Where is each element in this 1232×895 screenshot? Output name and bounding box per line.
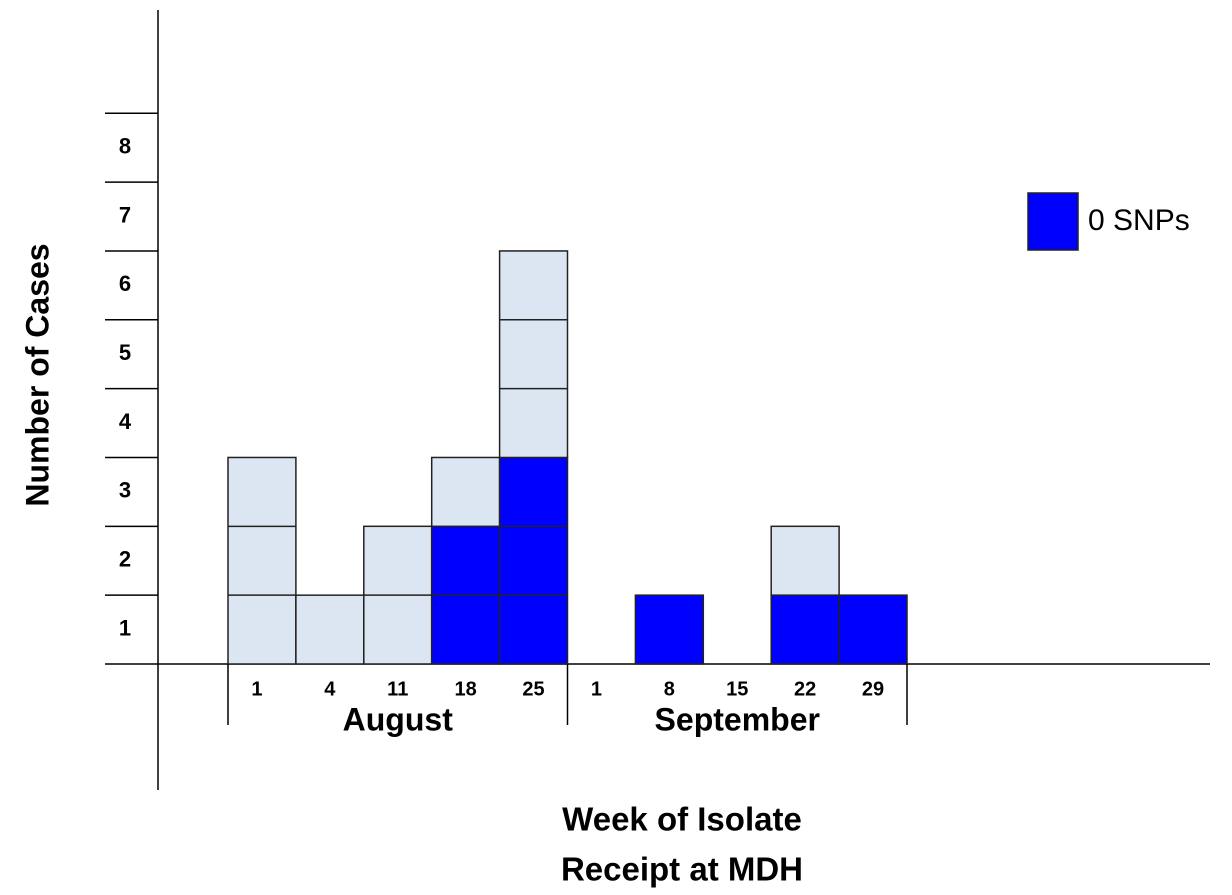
group-label: August xyxy=(343,701,454,737)
bar-segment xyxy=(227,456,297,665)
x-tick-label: 29 xyxy=(862,678,884,700)
x-tick-label: 8 xyxy=(664,678,675,700)
x-axis-title: Receipt at MDH xyxy=(561,851,803,888)
x-tick-label: 4 xyxy=(324,678,336,700)
bar-segment xyxy=(634,594,705,665)
x-tick-label: 1 xyxy=(591,678,602,700)
y-tick-label: 1 xyxy=(119,615,131,640)
x-tick-label: 22 xyxy=(794,678,816,700)
bar-segment xyxy=(770,525,840,596)
bar-segment xyxy=(770,594,840,665)
x-tick-label: 15 xyxy=(726,678,748,700)
bar-segment xyxy=(430,456,501,528)
x-tick-label: 1 xyxy=(251,678,262,700)
bar-segment xyxy=(838,594,908,665)
y-tick-label: 3 xyxy=(119,478,131,503)
bar-segment xyxy=(498,456,569,665)
legend-swatch xyxy=(1027,192,1079,251)
y-tick-label: 4 xyxy=(119,409,132,434)
y-axis-title: Number of Cases xyxy=(19,243,55,506)
x-tick-label: 18 xyxy=(455,678,477,700)
group-label: September xyxy=(655,701,820,737)
y-tick-label: 7 xyxy=(119,202,131,227)
y-tick-label: 2 xyxy=(119,547,131,572)
x-tick-label: 11 xyxy=(387,678,408,700)
bar-segment xyxy=(295,594,365,665)
y-tick-label: 6 xyxy=(119,271,131,296)
y-tick-label: 5 xyxy=(119,340,131,365)
x-axis-title: Week of Isolate xyxy=(562,801,802,838)
y-tick-label: 8 xyxy=(119,133,131,158)
bar-segment xyxy=(498,250,569,459)
legend-label: 0 SNPs xyxy=(1088,204,1190,237)
x-tick-label: 25 xyxy=(522,678,544,700)
